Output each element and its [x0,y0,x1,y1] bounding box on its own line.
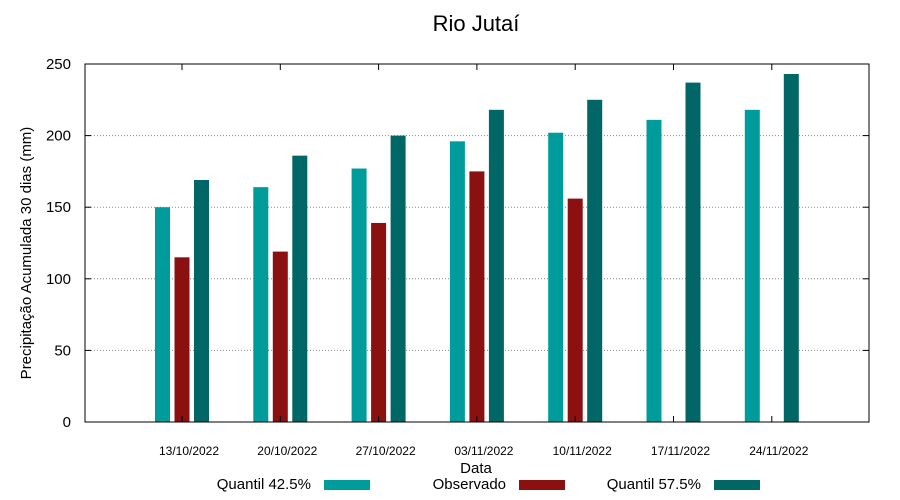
legend-swatch [324,480,370,490]
x-tick-label: 27/10/2022 [356,444,416,458]
bar [351,168,367,422]
legend-label: Quantil 57.5% [607,476,701,493]
bar [783,74,799,423]
x-tick-label: 24/11/2022 [749,444,808,458]
bar [744,109,760,422]
y-tick-label: 150 [46,199,71,216]
x-tick-label: 03/11/2022 [454,444,513,458]
bar [548,132,564,422]
legend-label: Observado [433,476,506,493]
y-ticks: 0 50 100 150 200 250 [46,56,869,431]
bar [587,99,603,423]
bar [685,82,701,422]
bar [174,257,190,422]
bar [390,135,406,422]
bar [253,187,269,422]
x-tick-label: 20/10/2022 [257,444,317,458]
legend-swatch [519,480,565,490]
y-tick-label: 250 [46,56,71,73]
bar [469,171,485,422]
bar [449,141,465,422]
bar [488,109,504,422]
bar [272,251,288,422]
bar [567,198,583,422]
bar [371,222,387,422]
legend: Quantil 42.5% Observado Quantil 57.5% [217,476,760,493]
legend-swatch [714,480,760,490]
bar [155,207,170,422]
bar [292,155,308,422]
bar [646,119,662,423]
bars [155,74,799,423]
x-tick-label: 17/11/2022 [651,444,710,458]
y-tick-label: 0 [63,414,71,431]
bar [194,179,209,422]
y-axis-label: Precipitação Acumulada 30 dias (mm) [18,127,35,380]
y-tick-label: 50 [54,342,71,359]
x-ticks: 13/10/2022 20/10/2022 27/10/2022 03/11/2022… [159,64,809,458]
chart-title: Rio Jutaí [433,11,520,36]
x-axis-label: Data [460,460,492,477]
y-tick-label: 100 [46,271,71,288]
x-tick-label: 10/11/2022 [553,444,612,458]
x-tick-label: 13/10/2022 [159,444,219,458]
y-tick-label: 200 [46,128,71,145]
legend-label: Quantil 42.5% [217,476,311,493]
